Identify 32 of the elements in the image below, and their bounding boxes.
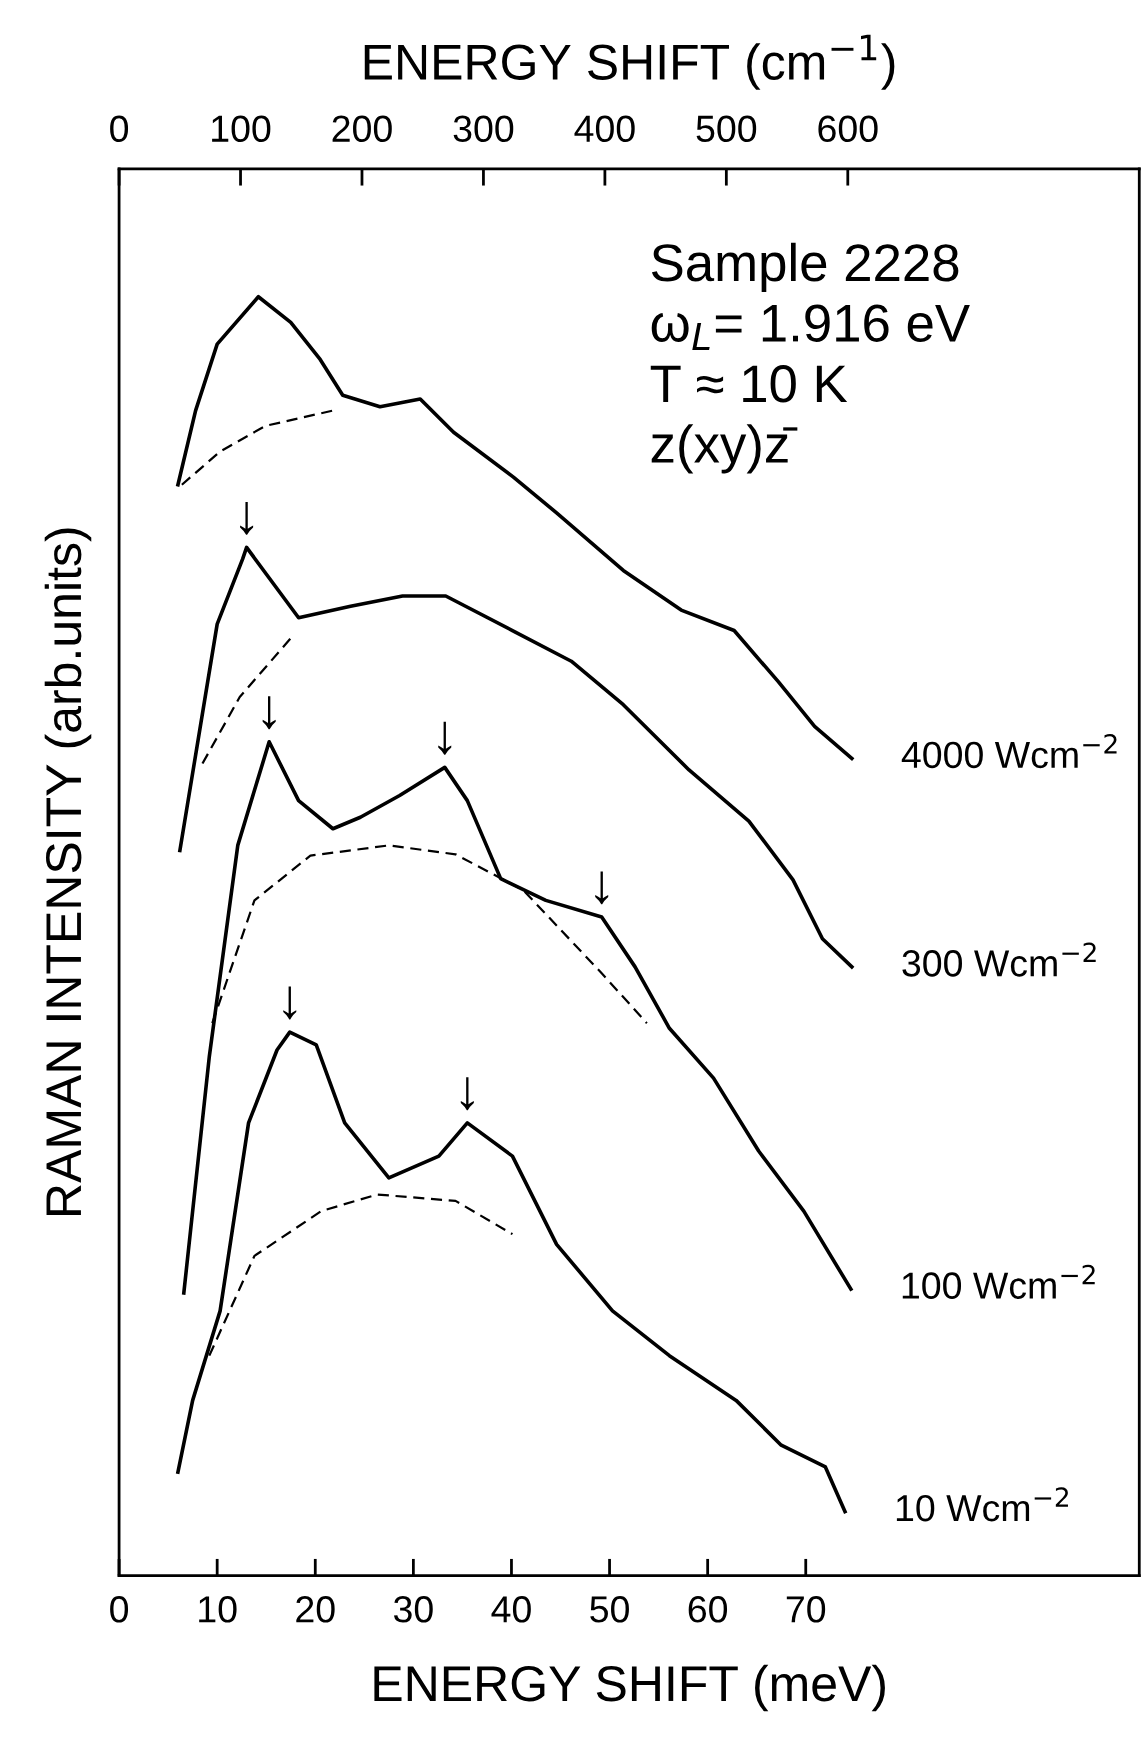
annotation: T ≈ 10 K: [650, 365, 848, 403]
x2-tick-label: 100: [212, 115, 271, 143]
annotation: ↓: [595, 871, 609, 905]
x-tick-label: 10: [199, 1596, 237, 1623]
x2-axis-title: ENERGY SHIFT (cm$^{−1}$): [364, 34, 895, 90]
x2-tick-label: 400: [574, 115, 635, 143]
annotation: z(xy)z̄: [651, 424, 798, 474]
x2-tick-label: 500: [696, 115, 757, 143]
x2-tick-label: 600: [818, 115, 878, 143]
annotation: ↓: [438, 721, 452, 755]
annotation: ↓: [460, 1077, 474, 1111]
x-tick-label: 0: [110, 1596, 129, 1623]
annotation: ↓: [283, 986, 297, 1020]
series-label: 10 Wcm$^{−2}$: [896, 1487, 1068, 1522]
series-label: 4000 Wcm$^{−2}$: [901, 734, 1117, 769]
series-label: 100 Wcm$^{−2}$: [902, 1264, 1095, 1299]
x-tick-label: 20: [296, 1596, 335, 1623]
text: Sample 2228: [651, 242, 959, 292]
x2-tick-label: 300: [453, 115, 514, 143]
x-tick-label: 30: [393, 1596, 433, 1623]
annotation: ↓: [262, 696, 276, 730]
x2-tick-label: 200: [332, 115, 392, 143]
x-tick-label: 50: [590, 1596, 629, 1623]
x2-tick-label: 0: [110, 115, 129, 143]
series-label: 300 Wcm$^{−2}$: [902, 942, 1096, 977]
annotation: ω$_{L}$= 1.916 eV: [651, 304, 970, 351]
annotation: ↓: [240, 501, 254, 535]
x-tick-label: 60: [688, 1596, 728, 1623]
x-tick-label: 40: [491, 1596, 531, 1623]
x-tick-label: 70: [786, 1596, 826, 1623]
x-axis-title: ENERGY SHIFT (meV): [374, 1664, 885, 1712]
y-axis-title: RAMAN INTENSITY (arb.units): [44, 528, 92, 1215]
